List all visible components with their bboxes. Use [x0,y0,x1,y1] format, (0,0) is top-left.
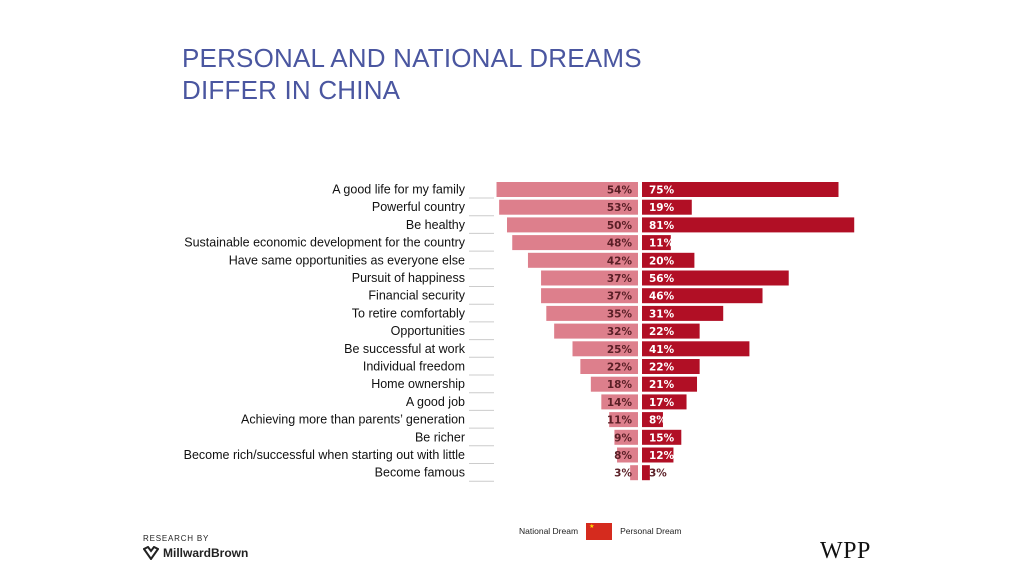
personal-value-label: 8% [649,415,667,427]
chart-legend: National Dream ★ Personal Dream [519,522,681,540]
national-bar [512,235,638,251]
category-label: A good life for my family [332,183,465,197]
wpp-logo: WPP [820,538,871,564]
personal-value-label: 22% [649,362,675,374]
national-value-label: 32% [607,326,633,338]
national-bar [527,252,638,268]
personal-value-label: 15% [649,432,675,444]
national-value-label: 8% [614,450,632,462]
personal-value-label: 11% [649,238,675,250]
personal-bar [642,447,674,463]
national-bar [630,465,638,481]
title-line-2: DIFFER IN CHINA [182,75,401,105]
personal-bar [642,465,650,481]
personal-value-label: 56% [649,273,675,285]
national-value-label: 54% [607,185,633,197]
category-label: Pursuit of happiness [352,271,465,285]
national-value-label: 18% [607,379,633,391]
personal-value-label: 19% [649,202,675,214]
personal-bar [642,323,700,339]
china-flag-icon: ★ [586,522,613,540]
personal-value-label: 3% [649,468,667,480]
national-bar [601,394,638,410]
national-bar [590,376,638,392]
personal-value-label: 81% [649,220,675,232]
personal-value-label: 20% [649,255,675,267]
legend-personal-label: Personal Dream [620,526,682,536]
personal-bar [642,359,700,374]
national-bar [554,323,638,339]
personal-bar [642,429,682,445]
national-bar [614,429,638,445]
national-bar [541,270,638,286]
personal-value-label: 22% [649,326,675,338]
personal-bar [642,252,695,268]
personal-bar [642,376,698,392]
personal-bar [642,288,763,304]
national-bar [580,359,638,374]
national-bar [499,199,638,215]
personal-value-label: 21% [649,379,675,391]
personal-bar [642,341,750,357]
national-value-label: 25% [607,344,633,356]
personal-bar [642,182,839,197]
national-value-label: 50% [607,220,633,232]
category-label: Have same opportunities as everyone else [229,253,465,267]
category-label: Home ownership [371,377,465,391]
personal-value-label: 12% [649,450,675,462]
personal-value-label: 46% [649,291,675,303]
national-value-label: 35% [607,308,633,320]
national-value-label: 37% [607,273,633,285]
national-value-label: 9% [614,432,632,444]
national-value-label: 11% [607,415,633,427]
category-label: Individual freedom [363,360,465,374]
national-bar [546,305,638,321]
national-value-label: 48% [607,238,633,250]
personal-bar [642,394,687,410]
national-value-label: 3% [614,468,632,480]
national-value-label: 22% [607,362,633,374]
personal-value-label: 75% [649,185,675,197]
category-label: A good job [406,395,465,409]
millward-brown-icon [143,546,159,560]
category-label: Become famous [375,466,465,480]
national-value-label: 14% [607,397,633,409]
category-label: Achieving more than parents’ generation [241,413,465,427]
personal-bar [642,412,663,428]
personal-bar [642,270,789,286]
national-bar [609,412,638,428]
national-value-label: 53% [607,202,633,214]
page-title: PERSONAL AND NATIONAL DREAMS DIFFER IN C… [182,42,782,106]
personal-bar [642,235,671,251]
category-label: Become rich/successful when starting out… [184,448,465,462]
millward-brown-text: MillwardBrown [163,546,249,560]
national-bar [507,217,638,233]
national-bar [617,447,638,463]
category-label: To retire comfortably [352,306,466,320]
national-bar [496,182,638,197]
category-label: Powerful country [372,200,466,214]
national-value-label: 37% [607,291,633,303]
category-label: Be healthy [406,218,466,232]
personal-value-label: 41% [649,344,675,356]
national-bar [572,341,638,357]
national-bar [541,288,638,304]
national-value-label: 42% [607,255,633,267]
millward-brown-logo: MillwardBrown [143,546,248,560]
personal-bar [642,305,724,321]
category-label: Opportunities [391,324,465,338]
legend-national-label: National Dream [519,526,579,536]
personal-bar [642,199,692,215]
category-label: Sustainable economic development for the… [184,236,465,250]
category-label: Be richer [415,430,465,444]
category-label: Be successful at work [344,342,466,356]
title-line-1: PERSONAL AND NATIONAL DREAMS [182,43,642,73]
personal-value-label: 31% [649,308,675,320]
personal-value-label: 17% [649,397,675,409]
personal-bar [642,217,855,233]
category-label: Financial security [368,289,465,303]
research-by-label: RESEARCH BY [143,534,210,543]
